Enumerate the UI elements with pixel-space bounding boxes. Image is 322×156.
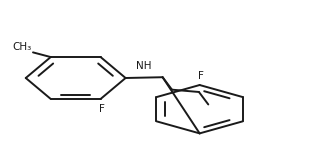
Text: F: F [198, 71, 204, 81]
Text: F: F [99, 104, 105, 114]
Text: CH₃: CH₃ [12, 42, 32, 52]
Text: NH: NH [136, 61, 152, 71]
